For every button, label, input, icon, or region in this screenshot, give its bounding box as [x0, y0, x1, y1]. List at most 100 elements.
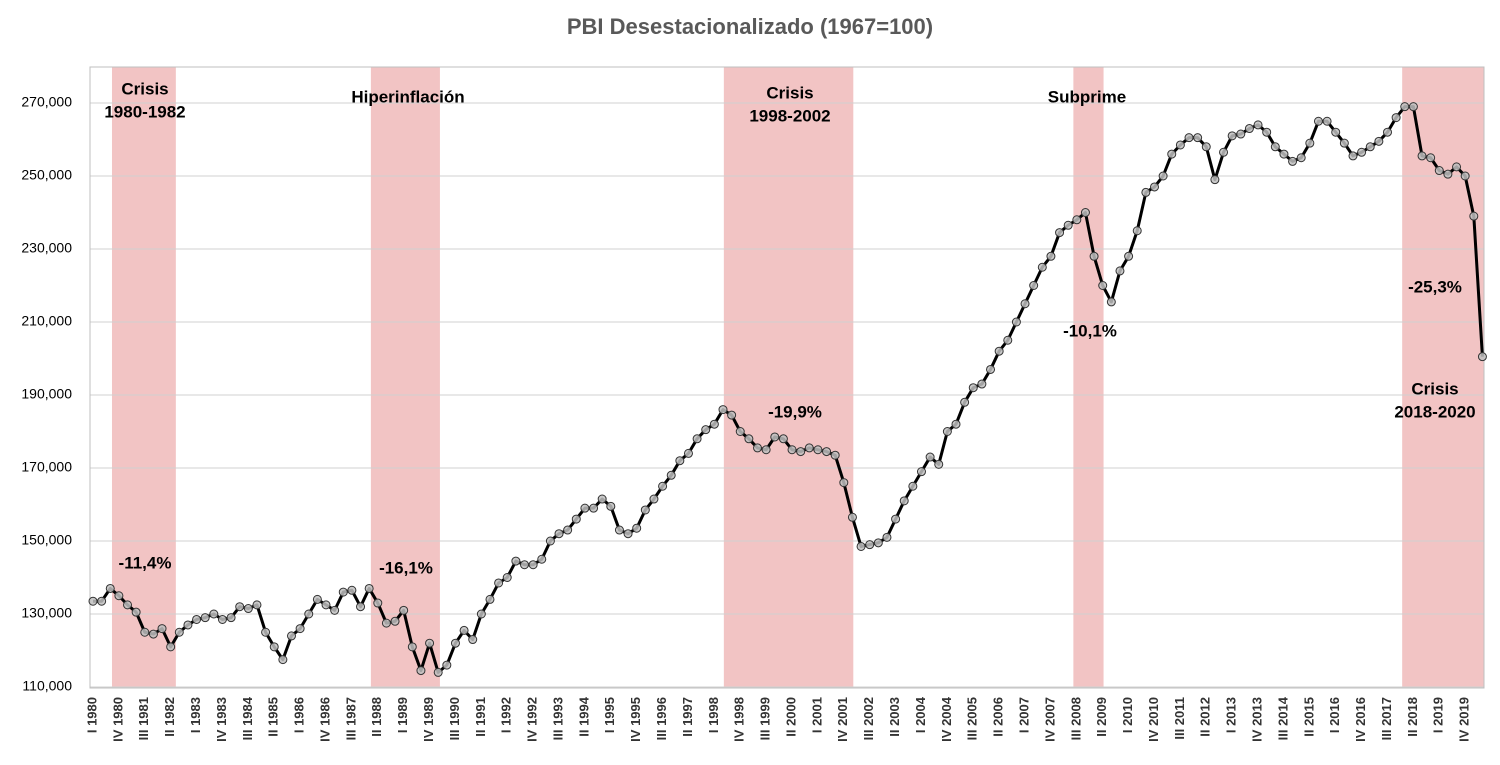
data-point — [114, 591, 124, 601]
data-point — [951, 419, 961, 429]
data-point — [1227, 131, 1237, 141]
data-point — [916, 467, 926, 477]
data-point — [1452, 162, 1462, 172]
y-tick-label: 210,000 — [21, 313, 72, 329]
data-point — [632, 523, 642, 533]
data-point — [88, 596, 98, 606]
change-label: -25,3% — [1408, 277, 1462, 296]
change-label: -19,9% — [768, 402, 822, 421]
data-point — [1219, 147, 1229, 157]
data-point — [1106, 297, 1116, 307]
data-point — [252, 600, 262, 610]
x-tick-label: II 1994 — [576, 696, 591, 737]
x-tick-label: III 2011 — [1172, 697, 1187, 740]
shaded-region — [111, 67, 176, 688]
plot-border — [89, 66, 1485, 689]
region-label: Crisis — [121, 79, 168, 98]
data-point — [1167, 149, 1177, 159]
data-point — [1408, 102, 1418, 112]
data-point — [243, 604, 253, 614]
x-tick-label: II 2003 — [887, 697, 902, 737]
x-tick-label: III 1984 — [240, 696, 255, 740]
data-point — [347, 585, 357, 595]
data-point — [286, 631, 296, 641]
data-point — [968, 383, 978, 393]
x-tick-label: III 2014 — [1275, 696, 1290, 740]
data-point — [580, 503, 590, 513]
data-point — [157, 624, 167, 634]
data-point — [1365, 142, 1375, 152]
x-tick-label: I 2019 — [1431, 697, 1446, 733]
data-point — [442, 660, 452, 670]
data-point — [123, 600, 133, 610]
data-point — [934, 459, 944, 469]
data-point — [1374, 136, 1384, 146]
data-point — [796, 447, 806, 457]
x-tick-label: I 1995 — [602, 697, 617, 733]
data-point — [407, 642, 417, 652]
x-tick-label: IV 2010 — [1146, 697, 1161, 742]
x-tick-label: III 1981 — [136, 697, 151, 740]
y-tick-label: 230,000 — [21, 240, 72, 256]
change-label: -10,1% — [1063, 321, 1117, 340]
data-point — [390, 616, 400, 626]
data-point — [692, 434, 702, 444]
x-tick-label: II 1982 — [162, 697, 177, 737]
x-tick-label: I 1989 — [395, 697, 410, 733]
data-point — [1434, 166, 1444, 176]
shaded-region — [1402, 67, 1484, 688]
data-point — [1132, 226, 1142, 236]
data-point — [278, 655, 288, 665]
region-label: Crisis — [766, 83, 813, 102]
data-point — [709, 419, 719, 429]
x-tick-label: III 1990 — [447, 697, 462, 740]
data-point — [511, 556, 521, 566]
x-tick-label: IV 1995 — [628, 697, 643, 742]
data-point — [502, 573, 512, 582]
x-tick-label: IV 2016 — [1353, 697, 1368, 742]
data-point — [1011, 317, 1021, 327]
x-tick-label: I 1980 — [84, 697, 99, 733]
y-tick-label: 190,000 — [21, 386, 72, 402]
data-point — [356, 602, 366, 612]
data-point — [1357, 147, 1367, 157]
data-point — [718, 405, 728, 415]
y-tick-label: 130,000 — [21, 605, 72, 621]
data-point — [589, 503, 599, 513]
y-tick-label: 110,000 — [22, 678, 72, 694]
data-point — [1089, 251, 1099, 261]
data-point — [209, 609, 219, 619]
data-point — [459, 625, 469, 635]
x-tick-label: III 1987 — [343, 697, 358, 740]
shaded-region — [1073, 67, 1104, 688]
data-point — [321, 600, 331, 610]
x-tick-label: II 2015 — [1301, 697, 1316, 737]
data-point — [1348, 151, 1358, 161]
x-tick-label: I 1986 — [292, 697, 307, 733]
region-label: 2018-2020 — [1394, 402, 1475, 421]
data-point — [1270, 142, 1280, 152]
data-point — [1210, 175, 1220, 185]
data-point — [753, 443, 763, 453]
data-point — [683, 448, 693, 458]
y-tick-label: 150,000 — [21, 532, 72, 548]
x-tick-label: I 1983 — [188, 697, 203, 733]
x-tick-label: III 1996 — [654, 697, 669, 740]
data-point — [1046, 251, 1056, 261]
x-tick-label: IV 1998 — [732, 697, 747, 742]
data-point — [787, 445, 797, 455]
data-point — [891, 514, 901, 524]
data-point — [338, 587, 348, 597]
data-point — [1037, 262, 1047, 272]
data-point — [1020, 299, 1030, 309]
data-point — [1115, 266, 1125, 276]
data-point — [925, 452, 935, 462]
data-point — [1193, 133, 1203, 143]
data-point — [1331, 127, 1341, 137]
data-point — [908, 481, 918, 491]
x-tick-label: IV 2004 — [939, 696, 954, 742]
data-point — [1426, 153, 1436, 163]
data-point — [839, 478, 849, 488]
data-point — [563, 525, 573, 535]
